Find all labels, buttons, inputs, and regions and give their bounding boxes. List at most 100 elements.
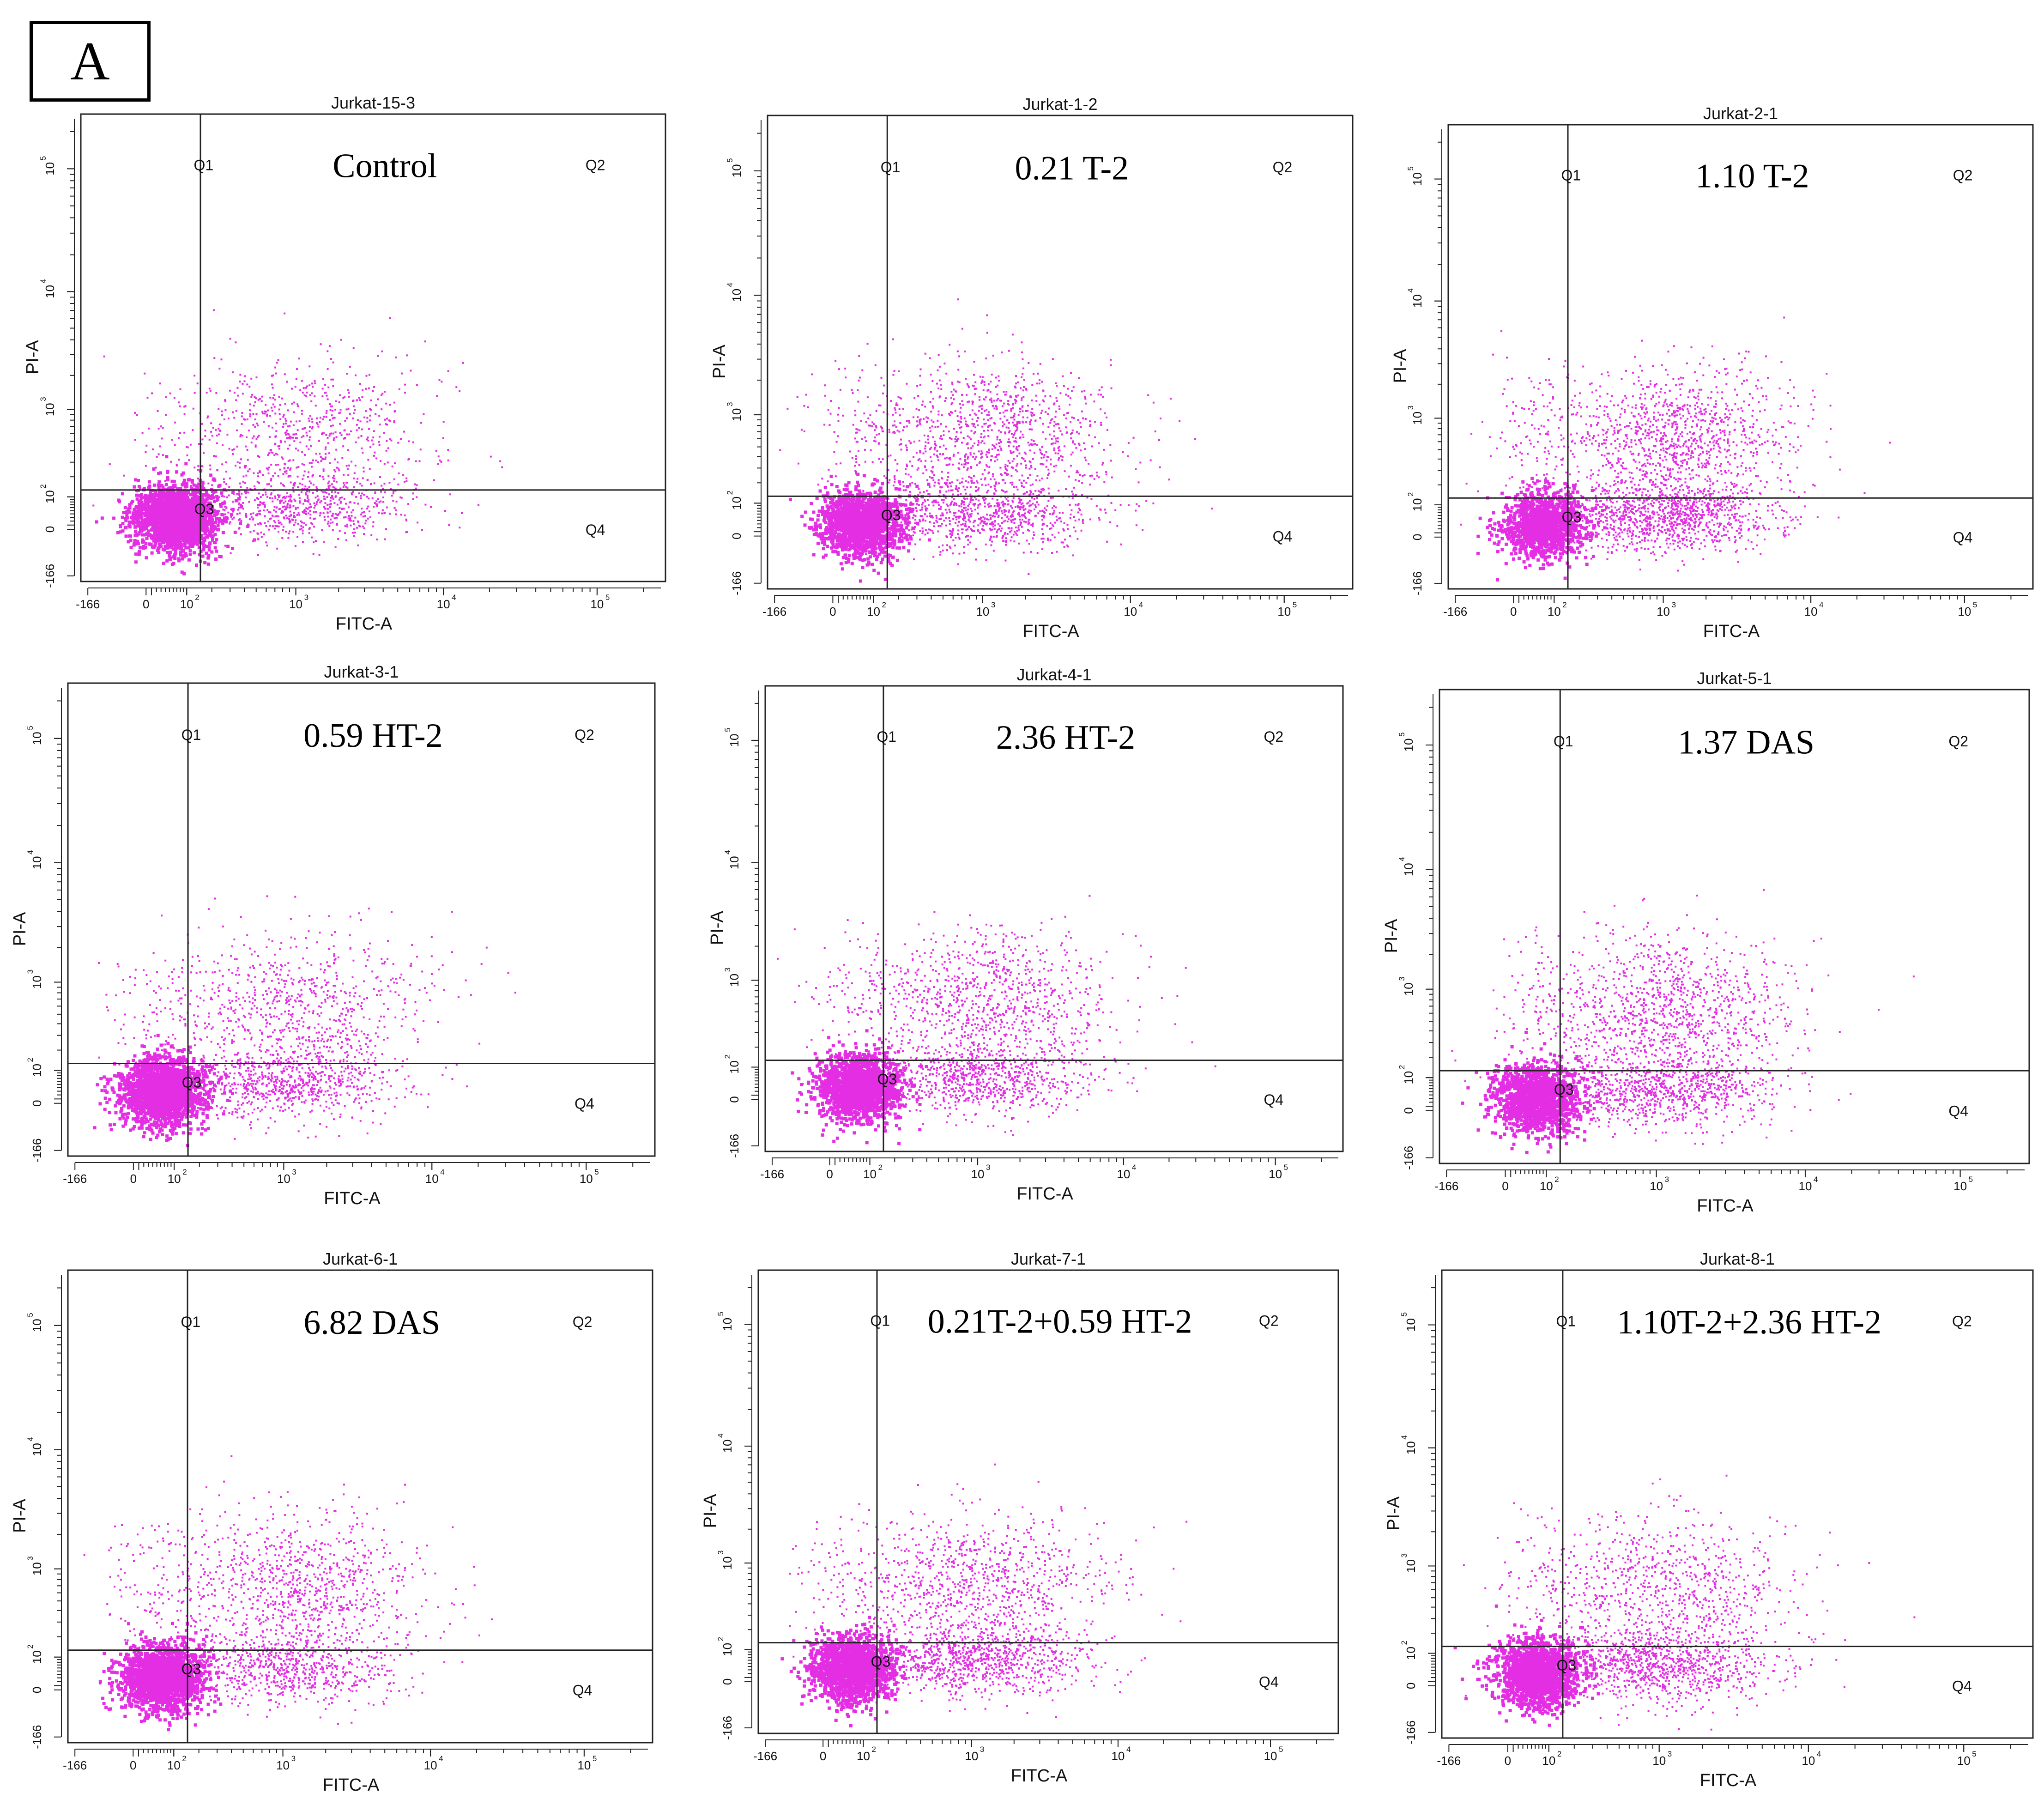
live-cell-point [134,560,138,564]
early-apoptotic-point [277,494,279,497]
early-apoptotic-point [330,503,332,505]
late-apoptotic-point [974,426,977,429]
late-apoptotic-point [235,410,237,412]
late-apoptotic-point [292,459,295,461]
late-apoptotic-point [327,436,329,439]
live-cell-point [209,522,213,526]
late-apoptotic-point [1042,423,1044,425]
early-apoptotic-point [294,500,296,502]
late-apoptotic-point [289,437,291,440]
late-apoptotic-point [279,440,282,442]
live-cell-point [187,478,190,482]
live-cell-point [172,479,176,483]
late-apoptotic-point [1014,402,1016,405]
late-apoptotic-point [305,395,308,397]
live-cell-point [193,541,197,545]
early-apoptotic-point [974,509,976,511]
live-cell-point [121,522,125,525]
early-apoptotic-point [314,504,316,507]
live-cell-point [143,506,146,509]
late-apoptotic-point [340,434,343,436]
late-apoptotic-point [1053,430,1055,433]
live-cell-point [201,527,205,530]
early-apoptotic-point [354,532,356,533]
early-apoptotic-point [1021,519,1023,521]
live-cell-point [171,543,175,547]
early-apoptotic-point [245,497,247,499]
late-apoptotic-point [339,394,341,396]
late-apoptotic-point [1004,514,1006,516]
early-apoptotic-point [327,521,330,523]
late-apoptotic-point [1018,422,1021,424]
early-apoptotic-point [412,492,414,495]
late-apoptotic-point [1094,436,1096,438]
live-cell-point [183,509,187,512]
early-apoptotic-point [301,521,303,524]
late-apoptotic-point [403,430,405,433]
late-apoptotic-point [329,433,332,435]
early-apoptotic-point [281,499,283,502]
live-cell-point [893,542,896,545]
early-apoptotic-point [309,514,312,516]
live-cell-point [141,520,145,523]
live-cell-point [157,546,161,550]
necrotic-point [883,384,885,387]
early-apoptotic-point [959,515,962,518]
late-apoptotic-point [210,430,212,433]
live-cell-point [165,539,169,543]
early-apoptotic-point [956,524,959,527]
late-apoptotic-point [1019,411,1021,413]
late-apoptotic-point [1011,507,1013,509]
late-apoptotic-point [309,426,311,428]
live-cell-point [161,522,165,526]
early-apoptotic-point [315,503,318,505]
early-apoptotic-point [315,540,317,542]
live-cell-point [211,494,214,497]
late-apoptotic-point [324,458,327,460]
early-apoptotic-point [256,513,259,515]
live-cell-point [163,528,167,531]
late-apoptotic-point [271,383,273,386]
live-cell-point [163,523,167,527]
early-apoptotic-point [887,469,889,471]
late-apoptotic-point [333,439,335,441]
early-apoptotic-point [290,475,291,477]
early-apoptotic-point [282,526,284,528]
live-cell-point [176,493,180,496]
late-apoptotic-point [241,415,243,418]
live-cell-point [905,526,908,530]
live-cell-point [207,545,211,549]
late-apoptotic-point [1049,433,1051,436]
late-apoptotic-point [998,442,1000,444]
late-apoptotic-point [415,460,417,462]
live-cell-point [117,498,121,502]
early-apoptotic-point [264,504,266,506]
live-cell-point [129,501,133,505]
early-apoptotic-point [309,510,311,512]
late-apoptotic-point [981,381,983,383]
x-tick-label: -166 [76,597,100,611]
live-cell-point [169,518,172,521]
late-apoptotic-point [255,413,258,415]
live-cell-point [823,543,827,546]
early-apoptotic-point [224,500,226,503]
early-apoptotic-point [353,502,356,504]
live-cell-point [253,538,256,542]
early-apoptotic-point [357,503,359,505]
live-cell-point [887,517,891,521]
live-cell-point [200,497,204,500]
y-tick-exponent: 2 [39,484,48,488]
live-cell-point [142,527,145,531]
early-apoptotic-point [266,509,269,511]
live-cell-point [164,532,168,536]
live-cell-point [138,499,141,503]
late-apoptotic-point [981,484,983,486]
late-apoptotic-point [359,399,361,401]
early-apoptotic-point [347,517,350,520]
live-cell-point [183,491,187,494]
late-apoptotic-point [986,451,988,453]
live-cell-point [171,534,174,538]
early-apoptotic-point [1012,533,1015,536]
early-apoptotic-point [990,485,992,488]
early-apoptotic-point [224,509,226,511]
